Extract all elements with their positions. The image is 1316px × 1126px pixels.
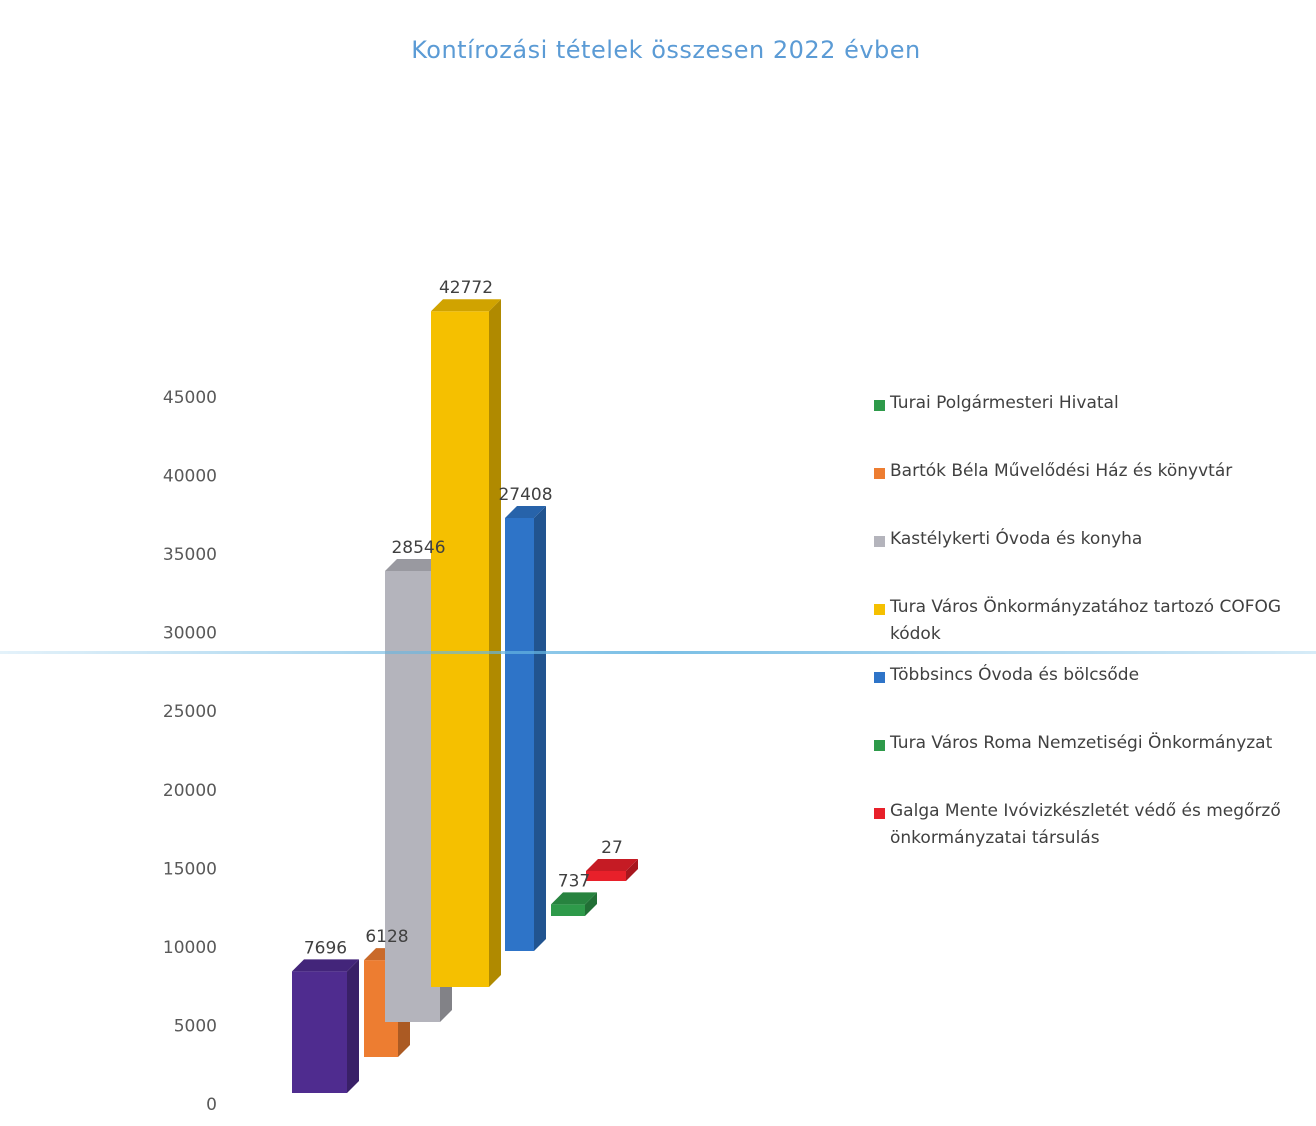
- bar-top-face: [505, 505, 546, 518]
- legend-swatch: [874, 740, 885, 751]
- legend-swatch: [874, 808, 885, 819]
- data-label: 7696: [304, 938, 347, 958]
- bar-front-face: [505, 517, 534, 951]
- data-label: 6128: [365, 927, 408, 947]
- bar-front-face: [431, 311, 489, 987]
- y-tick-label: 5000: [174, 1016, 217, 1036]
- data-label: 27: [601, 838, 623, 858]
- legend-label: Bartók Béla Művelődési Ház és könyvtár: [890, 461, 1233, 481]
- legend-label: Tura Város Roma Nemzetiségi Önkormányzat: [890, 733, 1273, 753]
- bar-side-face: [626, 859, 638, 881]
- bar-top-face: [551, 892, 597, 905]
- legend-item: Többsincs Óvoda és bölcsőde: [874, 665, 1139, 689]
- legend-label: Tura Város Önkormányzatához tartozó COFO…: [890, 597, 1282, 644]
- scan-artifact-line: [0, 651, 1316, 654]
- legend-label: Többsincs Óvoda és bölcsőde: [890, 665, 1140, 685]
- data-labels-group: 7696 6128 28546 42772 27408 737 27: [304, 278, 623, 958]
- data-label: 42772: [439, 278, 493, 298]
- data-label: 28546: [391, 538, 445, 558]
- bar-side-face: [534, 505, 546, 951]
- legend-item: Kastélykerti Óvoda és konyha: [874, 529, 1142, 553]
- y-tick-label: 30000: [163, 624, 217, 644]
- bar-side-face: [489, 299, 501, 987]
- bar-5: [505, 505, 546, 951]
- bar-top-face: [586, 859, 638, 871]
- bar-7: [586, 859, 638, 881]
- y-tick-label: 15000: [163, 859, 217, 879]
- legend-item: Bartók Béla Művelődési Ház és könyvtár: [874, 461, 1232, 485]
- y-tick-label: 0: [206, 1095, 217, 1115]
- bar-side-face: [585, 892, 597, 916]
- legend-label: Kastélykerti Óvoda és konyha: [890, 529, 1143, 549]
- legend-label: Galga Mente Ivóvizkészletét védő és megő…: [890, 801, 1281, 848]
- legend-swatch: [874, 536, 885, 547]
- y-tick-label: 20000: [163, 781, 217, 801]
- chart-title: Kontírozási tételek összesen 2022 évben: [411, 36, 921, 64]
- legend-item: Tura Város Roma Nemzetiségi Önkormányzat: [874, 733, 1272, 757]
- bar-side-face: [347, 959, 359, 1093]
- y-axis: 0 5000 10000 15000 20000 25000 30000 35000 40000…: [163, 388, 217, 1115]
- legend-swatch: [874, 468, 885, 479]
- legend-swatch: [874, 672, 885, 683]
- legend-item: Turai Polgármesteri Hivatal: [874, 393, 1119, 417]
- legend-swatch: [874, 604, 885, 615]
- bar-top-face: [292, 959, 359, 972]
- legend-label: Turai Polgármesteri Hivatal: [890, 393, 1119, 413]
- bar-front-face: [551, 904, 585, 916]
- bar-front-face: [586, 871, 626, 881]
- bars-group: [292, 299, 638, 1093]
- bar-6: [551, 892, 597, 916]
- bar-front-face: [292, 971, 347, 1093]
- bar-1: [292, 959, 359, 1093]
- bar-4: [431, 299, 501, 987]
- y-tick-label: 40000: [163, 467, 217, 487]
- y-tick-label: 25000: [163, 702, 217, 722]
- bar-top-face: [431, 299, 501, 312]
- y-tick-label: 35000: [163, 545, 217, 565]
- y-tick-label: 10000: [163, 938, 217, 958]
- legend-swatch: [874, 400, 885, 411]
- y-tick-label: 45000: [163, 388, 217, 408]
- data-label: 27408: [498, 485, 552, 505]
- data-label: 737: [558, 871, 590, 891]
- legend-item: Tura Város Önkormányzatához tartozó COFO…: [874, 597, 1314, 648]
- legend-item: Galga Mente Ivóvizkészletét védő és megő…: [874, 801, 1314, 852]
- bar-front-face: [385, 570, 440, 1022]
